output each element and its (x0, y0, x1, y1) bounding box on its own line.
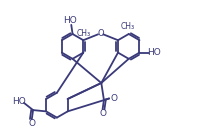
Text: O: O (110, 94, 117, 103)
Text: O: O (28, 119, 35, 128)
Text: O: O (99, 109, 106, 118)
Text: CH₃: CH₃ (120, 22, 134, 31)
Text: CH₃: CH₃ (77, 29, 91, 37)
Text: HO: HO (63, 16, 77, 25)
Text: HO: HO (147, 48, 161, 57)
Text: HO: HO (12, 97, 26, 106)
Text: O: O (97, 29, 104, 37)
